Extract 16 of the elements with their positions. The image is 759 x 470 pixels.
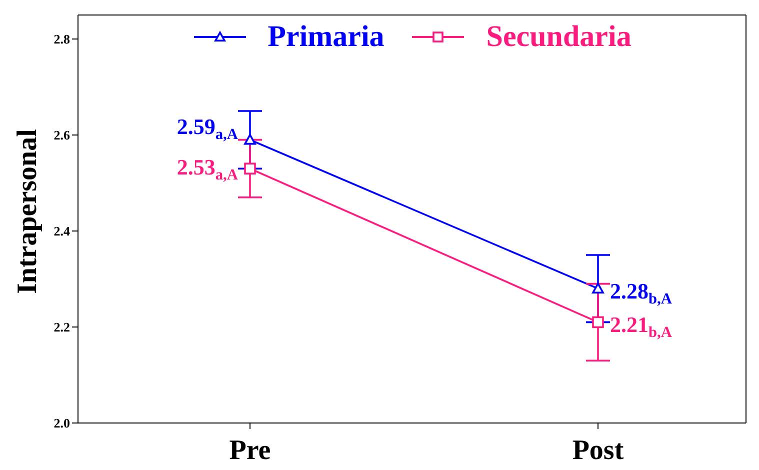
y-tick-label: 2.6: [54, 128, 70, 143]
legend-label: Secundaria: [486, 20, 632, 54]
y-tick-label: 2.2: [54, 320, 70, 335]
data-label: 2.53$_{a,A}$: [176, 154, 238, 184]
x-tick-label: Pre: [229, 434, 271, 466]
x-tick-label: Post: [572, 434, 624, 466]
y-tick-label: 2.8: [54, 32, 70, 47]
y-axis-title: Intrapersonal: [12, 128, 43, 294]
data-label: 2.21$_{b,A}$: [610, 312, 672, 342]
point: [592, 316, 604, 328]
data-label: 2.59$_{a,A}$: [176, 114, 238, 144]
y-tick-label: 2.4: [54, 224, 70, 239]
legend-label: Primaria: [268, 20, 384, 54]
y-tick-label: 2.0: [54, 416, 70, 431]
point: [244, 162, 256, 174]
data-label: 2.28$_{b,A}$: [610, 278, 672, 308]
